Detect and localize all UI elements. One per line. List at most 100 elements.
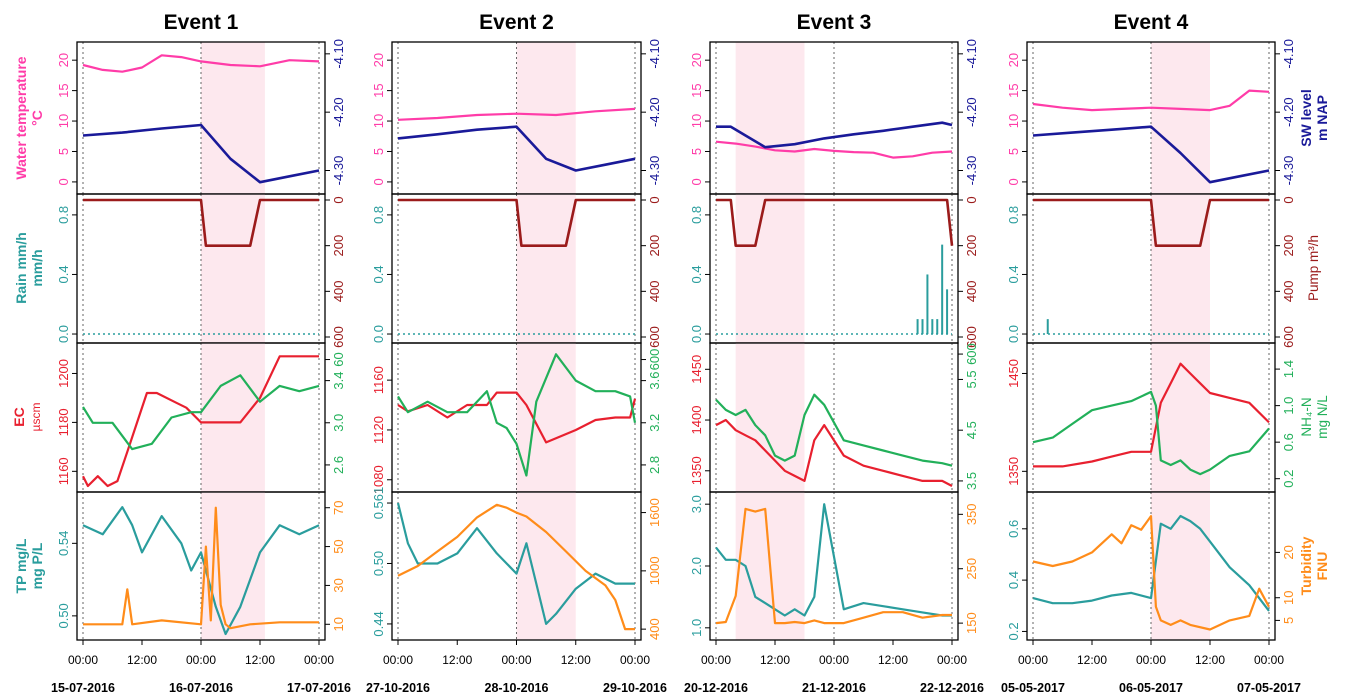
- right-tick-label: 400: [964, 280, 979, 302]
- date-label: 20-12-2016: [684, 681, 748, 695]
- left-tick-label: 1160: [56, 457, 71, 485]
- series-line-pump: [398, 198, 635, 247]
- left-tick-label: 1200: [56, 359, 71, 388]
- time-tick-label: 00:00: [304, 653, 334, 667]
- event-shade: [735, 194, 805, 343]
- left-tick-label: 20: [1006, 53, 1021, 67]
- event-title: Event 2: [479, 11, 554, 34]
- left-tick-label: 20: [371, 53, 386, 67]
- time-tick-label: 00:00: [701, 653, 731, 667]
- left-tick-label: 20: [689, 53, 704, 67]
- axis-title-rain: Rain mm/h: [13, 232, 29, 304]
- axis-title-ec-unit: µscm: [29, 403, 43, 432]
- date-label: 27-10-2016: [366, 681, 430, 695]
- left-tick-label: 0.2: [1006, 622, 1021, 640]
- left-tick-label: 5: [56, 148, 71, 155]
- left-tick-label: 10: [371, 114, 386, 128]
- axis-title-nh4: NH₄-N: [1299, 397, 1314, 436]
- panel-tp-turbidity: 0.2 0.4 0.6 5 10 20: [1006, 491, 1296, 641]
- event-title: Event 1: [164, 11, 239, 34]
- left-tick-label: 15: [56, 83, 71, 97]
- panel-rain-pump: 0.0 0.4 0.8 0 200 400 600: [1006, 193, 1296, 348]
- axis-title-nh4-unit: mg N/L: [1315, 395, 1330, 439]
- event-shade: [516, 492, 576, 640]
- date-label: 22-12-2016: [920, 681, 984, 695]
- right-tick-label: 0: [647, 196, 662, 203]
- right-tick-label: -4.30: [331, 156, 346, 186]
- left-tick-label: 0.4: [1006, 571, 1021, 589]
- right-tick-label: 200: [331, 235, 346, 257]
- left-tick-label: 5: [371, 148, 386, 155]
- right-tick-label: 1600: [647, 498, 662, 527]
- panel-temperature-level: 0 5 10 15 20 -4.30 -4.20 -4.10: [371, 39, 662, 195]
- event-shade: [735, 42, 805, 194]
- right-tick-label: -4.10: [331, 39, 346, 69]
- series-line-ec: [82, 355, 319, 488]
- event-shade: [201, 194, 265, 343]
- event-shade: [735, 343, 805, 492]
- right-tick-label: 0: [964, 196, 979, 203]
- event-shade: [516, 42, 576, 194]
- left-tick-label: 0.0: [1006, 325, 1021, 343]
- right-tick-label: 30: [331, 578, 346, 592]
- right-tick-label: 200: [1281, 235, 1296, 257]
- series-line-tp: [715, 503, 952, 617]
- right-tick-label: 20: [1281, 545, 1296, 559]
- right-tick-label: 5.5: [964, 370, 979, 388]
- left-tick-label: 0.4: [56, 265, 71, 283]
- axis-title-sw-level-unit: m NAP: [1314, 95, 1330, 141]
- time-tick-label: 12:00: [1195, 653, 1225, 667]
- time-tick-label: 12:00: [760, 653, 790, 667]
- right-tick-label: 70: [331, 500, 346, 514]
- series-line-turbidity: [1032, 515, 1270, 631]
- right-tick-label: 3.4: [331, 372, 346, 390]
- right-tick-label: -4.20: [647, 97, 662, 127]
- right-tick-label: 2.8: [647, 456, 662, 474]
- left-tick-label: 1450: [689, 355, 704, 384]
- left-tick-label: 0.44: [371, 611, 386, 636]
- right-tick-label: -4.10: [647, 39, 662, 69]
- time-tick-label: 00:00: [937, 653, 967, 667]
- series-line-water-temperature: [82, 54, 320, 73]
- left-tick-label: 1350: [1006, 457, 1021, 486]
- left-tick-label: 10: [689, 114, 704, 128]
- left-tick-label: 20: [56, 53, 71, 67]
- right-tick-label: 3.5: [964, 472, 979, 490]
- right-tick-label: 400: [647, 280, 662, 302]
- event-4-chart: Event 405101520-4.30-4.20-4.100.00.40.80…: [1001, 11, 1301, 695]
- series-line-sw-level: [397, 125, 636, 172]
- right-tick-label: 0.6: [1281, 433, 1296, 451]
- right-tick-label: 0: [331, 196, 346, 203]
- left-tick-label: 0.54: [56, 531, 71, 556]
- series-line-turbidity: [397, 503, 635, 631]
- left-tick-label: 1120: [371, 416, 386, 444]
- left-tick-label: 0.561: [371, 487, 386, 520]
- time-tick-label: 12:00: [1077, 653, 1107, 667]
- panel-ec-nh4: 1350 1400 1450 3.5 4.5 5.5 600: [689, 342, 979, 493]
- series-line-water-temperature: [397, 107, 636, 121]
- left-tick-label: 0.4: [371, 265, 386, 283]
- left-tick-label: 1180: [56, 408, 71, 436]
- panel-rain-pump: 0.0 0.4 0.8 0 200 400 600: [689, 193, 979, 348]
- series-line-tp: [82, 506, 320, 636]
- event-title: Event 3: [797, 11, 872, 34]
- right-tick-label: 10: [331, 617, 346, 631]
- left-tick-label: 5: [1006, 148, 1021, 155]
- date-label: 17-07-2016: [287, 681, 351, 695]
- time-tick-label: 00:00: [68, 653, 98, 667]
- left-tick-label: 0: [1006, 178, 1021, 185]
- axis-title-turbidity-unit: FNU: [1314, 552, 1330, 581]
- axis-title-turbidity: Turbidity: [1298, 536, 1314, 595]
- series-line-turbidity: [715, 507, 952, 625]
- axis-title-water-temp-unit: °C: [29, 110, 45, 126]
- panel-tp-turbidity: 0.44 0.50 0.561 400 1000 1600: [371, 487, 662, 641]
- series-line-sw-level: [1032, 125, 1270, 184]
- left-tick-label: 0.8: [371, 206, 386, 224]
- time-tick-label: 00:00: [620, 653, 650, 667]
- right-tick-label: 4.5: [964, 421, 979, 439]
- right-tick-label: 50: [331, 539, 346, 553]
- panel-ec-nh4: 1350 1450 0.2 0.6 1.0 1.4: [1006, 342, 1296, 493]
- series-line-nh4-n: [397, 353, 637, 477]
- series-line-water-temperature: [715, 140, 953, 159]
- series-line-sw-level: [716, 121, 953, 149]
